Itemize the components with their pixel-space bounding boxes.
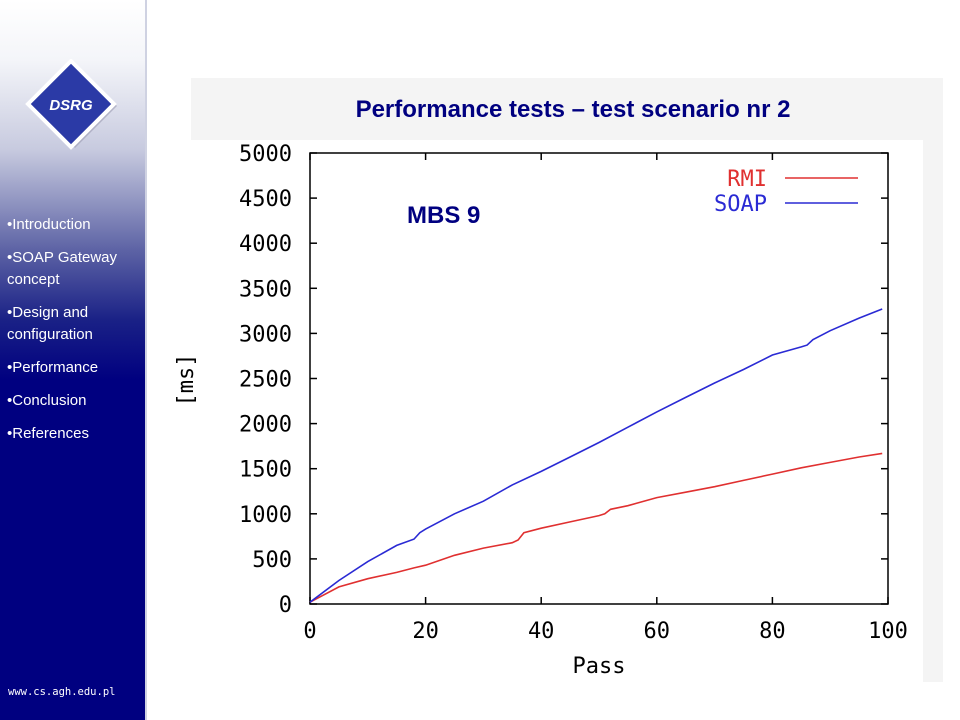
x-tick-label: 20	[412, 619, 439, 644]
y-tick-label: 3000	[239, 322, 292, 347]
nav-item-conclusion[interactable]: •Conclusion	[7, 392, 87, 409]
y-tick-label: 5000	[239, 142, 292, 167]
x-tick-label: 80	[759, 619, 786, 644]
logo-text: DSRG	[49, 97, 93, 114]
x-tick-label: 0	[303, 619, 316, 644]
legend-label-soap: SOAP	[714, 192, 767, 217]
x-tick-label: 60	[644, 619, 671, 644]
x-tick-label: 40	[528, 619, 555, 644]
y-tick-label: 1000	[239, 503, 292, 528]
y-tick-label: 2500	[239, 368, 292, 393]
sidebar-nav: •Introduction •SOAP Gateway concept •Des…	[7, 214, 142, 456]
y-tick-label: 500	[252, 548, 292, 573]
y-tick-label: 1500	[239, 458, 292, 483]
y-tick-label: 4500	[239, 187, 292, 212]
chart-area	[191, 140, 923, 682]
y-tick-label: 2000	[239, 413, 292, 438]
plot-frame	[309, 152, 889, 605]
sidebar-divider	[145, 0, 147, 720]
nav-item-design-and-configuration[interactable]: •Design and configuration	[7, 304, 93, 343]
series-line-soap	[309, 308, 883, 603]
series-line-rmi	[309, 452, 883, 603]
y-axis-label: [ms]	[174, 354, 199, 407]
dsrg-logo: DSRG	[25, 59, 117, 150]
nav-item-references[interactable]: •References	[7, 425, 89, 442]
nav-item-soap-gateway-concept[interactable]: •SOAP Gateway concept	[7, 249, 118, 288]
y-tick-label: 4000	[239, 232, 292, 257]
footer-url[interactable]: www.cs.agh.edu.pl	[8, 686, 116, 698]
slide-title: Performance tests – test scenario nr 2	[355, 96, 791, 123]
chart-label: MBS 9	[407, 202, 481, 229]
legend-label-rmi: RMI	[727, 167, 767, 192]
x-axis-label: Pass	[573, 654, 626, 679]
sidebar: DSRG •Introduction •SOAP Gateway concept…	[0, 0, 145, 720]
nav-item-performance[interactable]: •Performance	[7, 359, 99, 376]
y-tick-label: 3500	[239, 277, 292, 302]
y-tick-label: 0	[279, 593, 292, 618]
x-tick-label: 100	[868, 619, 908, 644]
nav-item-introduction[interactable]: •Introduction	[7, 216, 91, 233]
